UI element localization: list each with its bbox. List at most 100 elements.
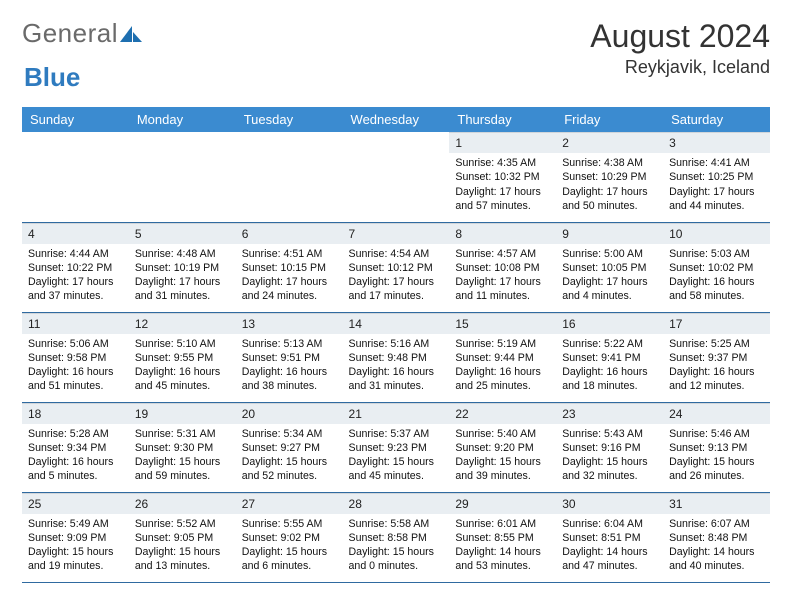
sunset-line: Sunset: 9:09 PM <box>28 531 123 545</box>
daylight-line: Daylight: 17 hours <box>669 185 764 199</box>
day-details: Sunrise: 6:01 AMSunset: 8:55 PMDaylight:… <box>449 514 556 578</box>
daylight-line: and 13 minutes. <box>135 559 230 573</box>
daylight-line: Daylight: 17 hours <box>242 275 337 289</box>
sunset-line: Sunset: 9:05 PM <box>135 531 230 545</box>
sunrise-line: Sunrise: 5:16 AM <box>349 337 444 351</box>
day-details: Sunrise: 5:46 AMSunset: 9:13 PMDaylight:… <box>663 424 770 488</box>
sunset-line: Sunset: 9:58 PM <box>28 351 123 365</box>
sunset-line: Sunset: 9:27 PM <box>242 441 337 455</box>
daylight-line: Daylight: 15 hours <box>455 455 550 469</box>
day-number: 24 <box>663 403 770 424</box>
sunrise-line: Sunrise: 4:54 AM <box>349 247 444 261</box>
day-details: Sunrise: 4:54 AMSunset: 10:12 PMDaylight… <box>343 244 450 308</box>
day-number: 16 <box>556 313 663 334</box>
day-number: 7 <box>343 223 450 244</box>
sunrise-line: Sunrise: 4:41 AM <box>669 156 764 170</box>
daylight-line: Daylight: 15 hours <box>562 455 657 469</box>
sunset-line: Sunset: 10:25 PM <box>669 170 764 184</box>
calendar-day: 29Sunrise: 6:01 AMSunset: 8:55 PMDayligh… <box>449 492 556 582</box>
day-number: 3 <box>663 132 770 153</box>
daylight-line: and 39 minutes. <box>455 469 550 483</box>
day-details: Sunrise: 5:06 AMSunset: 9:58 PMDaylight:… <box>22 334 129 398</box>
sunrise-line: Sunrise: 5:52 AM <box>135 517 230 531</box>
daylight-line: and 4 minutes. <box>562 289 657 303</box>
daylight-line: Daylight: 17 hours <box>455 185 550 199</box>
daylight-line: Daylight: 15 hours <box>349 545 444 559</box>
daylight-line: Daylight: 17 hours <box>562 185 657 199</box>
daylight-line: Daylight: 16 hours <box>135 365 230 379</box>
sunrise-line: Sunrise: 4:44 AM <box>28 247 123 261</box>
daylight-line: Daylight: 17 hours <box>135 275 230 289</box>
calendar-day: 8Sunrise: 4:57 AMSunset: 10:08 PMDayligh… <box>449 222 556 312</box>
daylight-line: Daylight: 15 hours <box>28 545 123 559</box>
day-number: 13 <box>236 313 343 334</box>
day-details: Sunrise: 5:28 AMSunset: 9:34 PMDaylight:… <box>22 424 129 488</box>
sunrise-line: Sunrise: 4:38 AM <box>562 156 657 170</box>
daylight-line: and 25 minutes. <box>455 379 550 393</box>
daylight-line: and 17 minutes. <box>349 289 444 303</box>
calendar-day: 24Sunrise: 5:46 AMSunset: 9:13 PMDayligh… <box>663 402 770 492</box>
daylight-line: Daylight: 16 hours <box>349 365 444 379</box>
sunset-line: Sunset: 9:20 PM <box>455 441 550 455</box>
sunset-line: Sunset: 9:51 PM <box>242 351 337 365</box>
daylight-line: and 51 minutes. <box>28 379 123 393</box>
sunset-line: Sunset: 8:48 PM <box>669 531 764 545</box>
daylight-line: and 32 minutes. <box>562 469 657 483</box>
day-number: 29 <box>449 493 556 514</box>
sunrise-line: Sunrise: 5:58 AM <box>349 517 444 531</box>
calendar-week: 4Sunrise: 4:44 AMSunset: 10:22 PMDayligh… <box>22 222 770 312</box>
day-number: 14 <box>343 313 450 334</box>
day-number: 12 <box>129 313 236 334</box>
daylight-line: and 26 minutes. <box>669 469 764 483</box>
calendar-day: 3 Sunrise: 4:41 AMSunset: 10:25 PMDayligh… <box>663 132 770 222</box>
sunrise-line: Sunrise: 5:22 AM <box>562 337 657 351</box>
calendar-table: SundayMondayTuesdayWednesdayThursdayFrid… <box>22 107 770 583</box>
sunset-line: Sunset: 8:55 PM <box>455 531 550 545</box>
sunset-line: Sunset: 9:23 PM <box>349 441 444 455</box>
daylight-line: and 50 minutes. <box>562 199 657 213</box>
daylight-line: Daylight: 15 hours <box>135 455 230 469</box>
weekday-header: Sunday <box>22 107 129 132</box>
calendar-body: 1Sunrise: 4:35 AMSunset: 10:32 PMDayligh… <box>22 132 770 582</box>
daylight-line: Daylight: 16 hours <box>669 275 764 289</box>
daylight-line: and 38 minutes. <box>242 379 337 393</box>
day-number: 10 <box>663 223 770 244</box>
calendar-day: 10Sunrise: 5:03 AMSunset: 10:02 PMDaylig… <box>663 222 770 312</box>
daylight-line: and 57 minutes. <box>455 199 550 213</box>
sunset-line: Sunset: 10:22 PM <box>28 261 123 275</box>
page-title: August 2024 <box>590 18 770 55</box>
daylight-line: Daylight: 16 hours <box>455 365 550 379</box>
sunrise-line: Sunrise: 5:46 AM <box>669 427 764 441</box>
sunset-line: Sunset: 9:02 PM <box>242 531 337 545</box>
calendar-day: 19Sunrise: 5:31 AMSunset: 9:30 PMDayligh… <box>129 402 236 492</box>
daylight-line: and 47 minutes. <box>562 559 657 573</box>
day-details: Sunrise: 4:35 AMSunset: 10:32 PMDaylight… <box>449 153 556 217</box>
calendar-day: 21Sunrise: 5:37 AMSunset: 9:23 PMDayligh… <box>343 402 450 492</box>
sunrise-line: Sunrise: 4:57 AM <box>455 247 550 261</box>
sunrise-line: Sunrise: 5:40 AM <box>455 427 550 441</box>
sunset-line: Sunset: 10:29 PM <box>562 170 657 184</box>
sunrise-line: Sunrise: 5:25 AM <box>669 337 764 351</box>
day-details: Sunrise: 5:52 AMSunset: 9:05 PMDaylight:… <box>129 514 236 578</box>
day-number: 11 <box>22 313 129 334</box>
day-number: 5 <box>129 223 236 244</box>
day-details: Sunrise: 5:16 AMSunset: 9:48 PMDaylight:… <box>343 334 450 398</box>
daylight-line: and 52 minutes. <box>242 469 337 483</box>
calendar-empty <box>343 132 450 222</box>
calendar-day: 17Sunrise: 5:25 AMSunset: 9:37 PMDayligh… <box>663 312 770 402</box>
day-number: 22 <box>449 403 556 424</box>
sunrise-line: Sunrise: 5:43 AM <box>562 427 657 441</box>
sunset-line: Sunset: 9:48 PM <box>349 351 444 365</box>
sunset-line: Sunset: 8:51 PM <box>562 531 657 545</box>
page-subtitle: Reykjavik, Iceland <box>590 57 770 78</box>
daylight-line: Daylight: 15 hours <box>349 455 444 469</box>
day-details: Sunrise: 5:00 AMSunset: 10:05 PMDaylight… <box>556 244 663 308</box>
day-number: 8 <box>449 223 556 244</box>
day-number: 18 <box>22 403 129 424</box>
brand-logo: General <box>22 18 142 49</box>
sunset-line: Sunset: 9:16 PM <box>562 441 657 455</box>
daylight-line: and 45 minutes. <box>135 379 230 393</box>
daylight-line: Daylight: 17 hours <box>349 275 444 289</box>
daylight-line: and 0 minutes. <box>349 559 444 573</box>
calendar-day: 16Sunrise: 5:22 AMSunset: 9:41 PMDayligh… <box>556 312 663 402</box>
